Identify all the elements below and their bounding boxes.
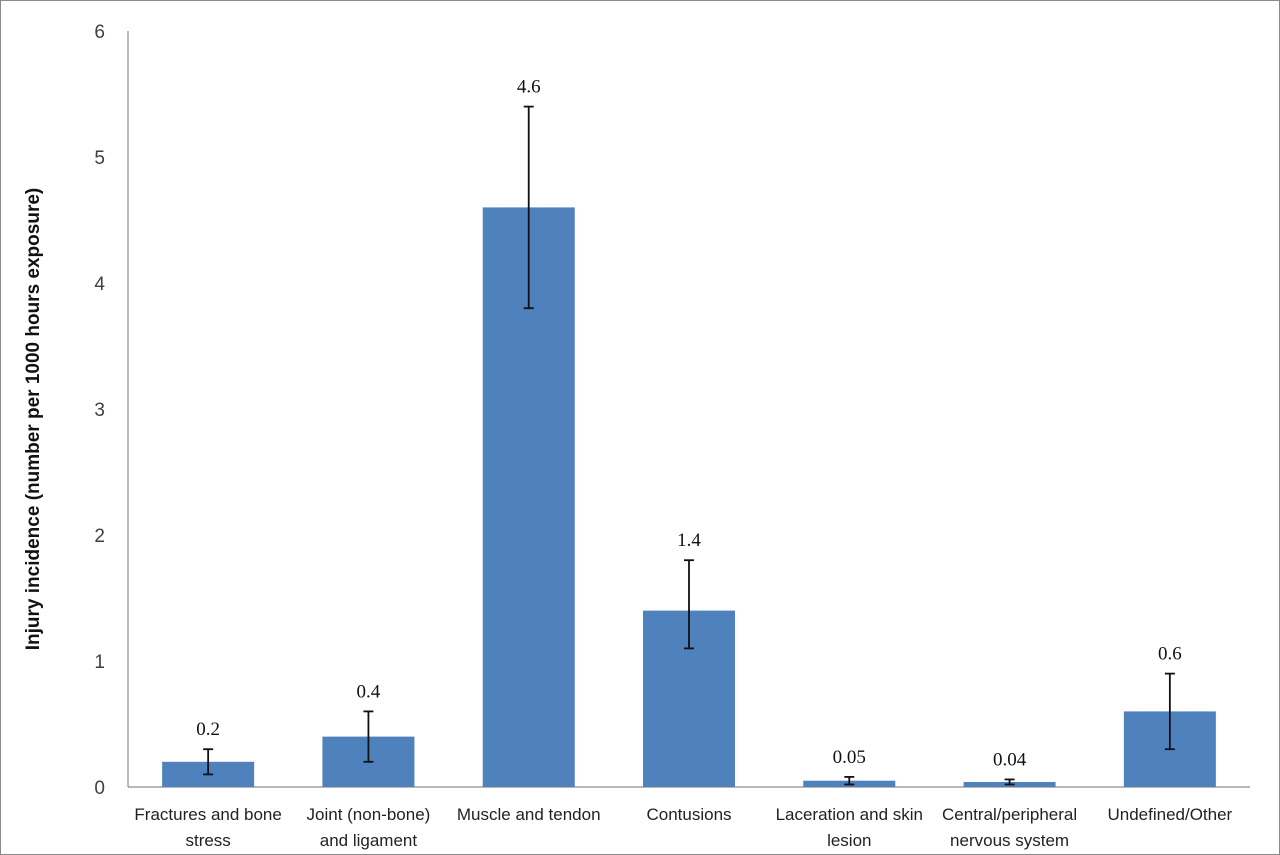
category-label: Laceration and skin — [776, 805, 923, 824]
y-tick-label: 1 — [94, 652, 105, 673]
y-tick-label: 4 — [94, 274, 105, 295]
category-label: nervous system — [950, 831, 1069, 850]
data-label: 0.04 — [993, 749, 1027, 770]
y-tick-label: 2 — [94, 526, 105, 547]
category-label: and ligament — [320, 831, 418, 850]
data-label: 0.05 — [833, 747, 866, 768]
y-tick-label: 6 — [94, 22, 105, 43]
category-label: Fractures and bone — [134, 805, 281, 824]
labels: 0.2 Fractures and bone stress 0.4 Joint (non… — [134, 77, 1232, 850]
category-label: Joint (non-bone) — [307, 805, 431, 824]
y-tick-label: 0 — [94, 778, 105, 799]
bars — [162, 207, 1216, 787]
data-label: 0.6 — [1158, 644, 1182, 665]
category-label: lesion — [827, 831, 871, 850]
y-axis-title: Injury incidence (number per 1000 hours … — [23, 188, 44, 650]
y-tick-label: 3 — [94, 400, 105, 421]
error-bars — [203, 105, 1175, 786]
data-label: 4.6 — [517, 77, 541, 98]
category-label: Contusions — [646, 805, 731, 824]
category-label: Undefined/Other — [1107, 805, 1232, 824]
category-label: Muscle and tendon — [457, 805, 601, 824]
data-label: 0.4 — [357, 681, 381, 702]
axes: 0 1 2 3 4 5 6 — [94, 22, 1250, 799]
data-label: 1.4 — [677, 530, 701, 551]
y-tick-label: 5 — [94, 148, 105, 169]
data-label: 0.2 — [196, 719, 220, 740]
category-label: Central/peripheral — [942, 805, 1077, 824]
category-label: stress — [185, 831, 230, 850]
